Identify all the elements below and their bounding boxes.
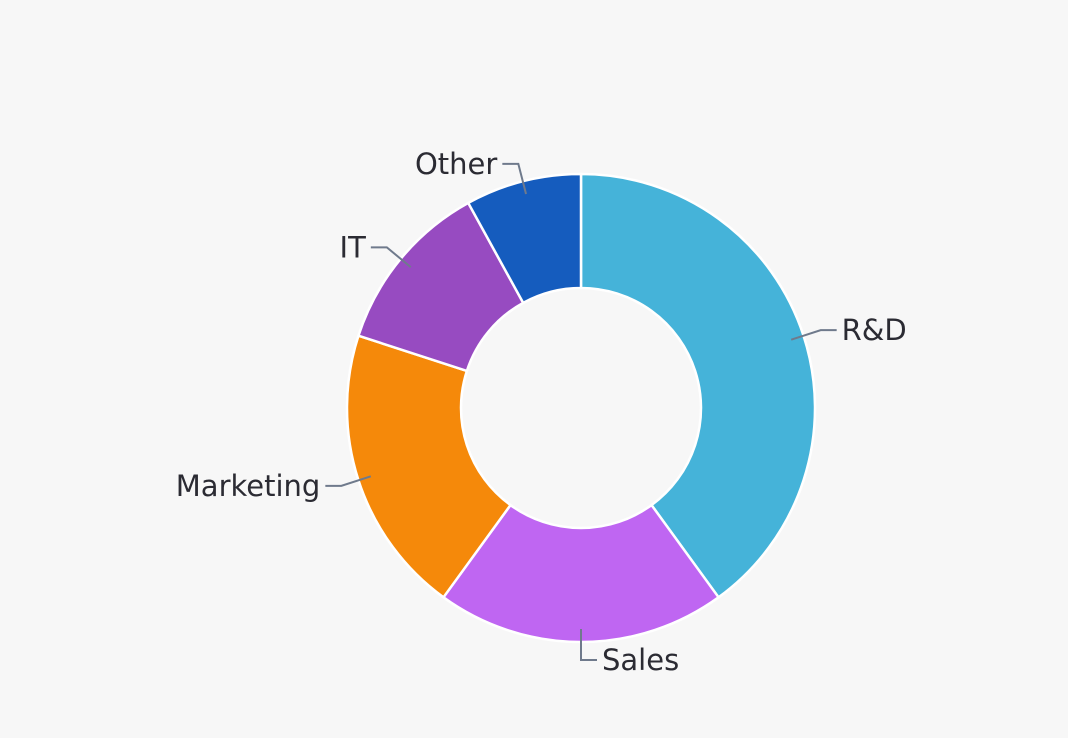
leader-line — [502, 162, 528, 195]
slice-marketing[interactable] — [345, 334, 513, 600]
slice-other[interactable] — [466, 172, 583, 305]
slice-label: Marketing — [176, 469, 321, 503]
slice-r-d[interactable] — [579, 172, 817, 600]
leader-line — [325, 475, 372, 487]
slice-label: Other — [415, 147, 497, 181]
leader-line — [790, 329, 837, 341]
slice-label: Sales — [602, 643, 679, 677]
leader-line — [370, 246, 412, 268]
leader-line — [580, 629, 597, 661]
slice-label: R&D — [842, 313, 907, 347]
slice-sales[interactable] — [441, 503, 721, 644]
slice-label: IT — [340, 230, 367, 264]
